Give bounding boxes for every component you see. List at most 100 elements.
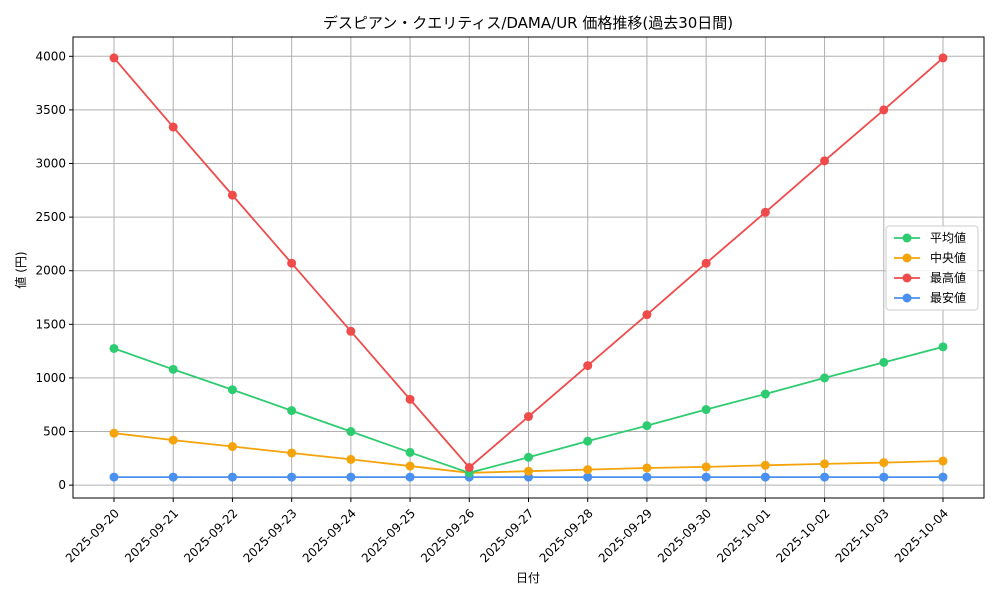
data-point: [701, 462, 711, 472]
data-point: [168, 435, 178, 445]
legend-label: 最安値: [930, 290, 966, 305]
x-tick-label: 2025-09-23: [240, 506, 299, 565]
data-point: [524, 466, 533, 476]
data-point: [583, 361, 593, 371]
x-tick-label: 2025-09-25: [359, 506, 418, 565]
data-point: [701, 405, 711, 415]
data-point: [405, 447, 415, 457]
data-point: [287, 448, 297, 458]
data-point: [879, 458, 889, 468]
y-axis: 0 500 1000 1500 2000 2500 3000 3500 4000: [35, 49, 73, 492]
data-point: [760, 460, 770, 470]
chart-title: デスピアン・クエリティス/DAMA/UR 価格推移(過去30日間): [323, 14, 733, 32]
y-tick-label: 1000: [35, 371, 66, 385]
data-point: [227, 472, 237, 482]
data-point: [464, 462, 474, 472]
data-point: [109, 343, 119, 353]
data-point: [168, 472, 178, 482]
y-tick-label: 0: [58, 478, 66, 492]
data-point: [879, 105, 889, 115]
data-point: [760, 207, 770, 217]
legend-marker: [902, 273, 912, 283]
x-tick-label: 2025-09-30: [655, 506, 714, 565]
data-point: [642, 421, 652, 431]
legend-label: 中央値: [930, 250, 966, 265]
data-point: [642, 463, 652, 473]
data-point: [287, 406, 297, 416]
legend-label: 最高値: [930, 270, 966, 285]
series-layer: [109, 53, 948, 482]
data-point: [227, 442, 237, 452]
data-point: [879, 357, 889, 367]
y-tick-label: 2500: [35, 210, 66, 224]
data-point: [287, 472, 297, 482]
y-tick-label: 500: [43, 425, 66, 439]
data-point: [524, 452, 533, 462]
data-point: [287, 258, 297, 268]
data-point: [820, 459, 830, 469]
data-point: [938, 342, 948, 352]
legend-frame: [885, 225, 979, 311]
legend-marker: [902, 233, 912, 243]
data-point: [583, 465, 593, 475]
data-point: [168, 122, 178, 132]
x-tick-label: 2025-09-21: [122, 506, 181, 565]
legend-marker: [902, 293, 912, 303]
data-point: [701, 258, 711, 268]
data-point: [879, 472, 889, 482]
data-point: [938, 472, 948, 482]
y-axis-title: 値 (円): [13, 251, 28, 288]
y-tick-label: 2000: [35, 264, 66, 278]
data-point: [583, 436, 593, 446]
y-tick-label: 1500: [35, 317, 66, 331]
x-tick-label: 2025-10-04: [892, 506, 951, 565]
data-point: [168, 364, 178, 374]
data-point: [820, 373, 830, 383]
x-axis-title: 日付: [516, 571, 540, 585]
data-point: [109, 428, 119, 438]
data-point: [405, 472, 415, 482]
data-point: [642, 310, 652, 320]
x-tick-label: 2025-10-03: [833, 506, 892, 565]
data-point: [346, 454, 356, 464]
series-3: [109, 472, 948, 482]
series-2: [109, 53, 948, 472]
data-point: [346, 427, 356, 437]
data-point: [583, 472, 593, 482]
data-point: [760, 389, 770, 399]
x-tick-label: 2025-09-27: [477, 506, 536, 565]
data-point: [701, 472, 711, 482]
x-tick-label: 2025-09-29: [596, 506, 655, 565]
data-point: [524, 412, 533, 422]
legend-marker: [902, 253, 912, 263]
data-point: [346, 326, 356, 336]
x-axis: 2025-09-20 2025-09-21 2025-09-22 2025-09-23…: [63, 498, 951, 565]
y-tick-label: 3000: [35, 157, 66, 171]
data-point: [820, 156, 830, 166]
series-0: [109, 342, 948, 478]
x-tick-label: 2025-09-20: [63, 506, 122, 565]
data-point: [227, 385, 237, 395]
data-point: [938, 53, 948, 63]
data-point: [109, 472, 119, 482]
x-tick-label: 2025-09-26: [418, 506, 477, 565]
data-point: [760, 472, 770, 482]
y-tick-label: 4000: [35, 49, 66, 63]
data-point: [405, 394, 415, 404]
data-point: [227, 190, 237, 200]
x-tick-label: 2025-09-24: [300, 506, 359, 565]
x-tick-label: 2025-09-22: [181, 506, 240, 565]
legend-label: 平均値: [930, 230, 966, 245]
x-tick-label: 2025-10-01: [714, 506, 773, 565]
gridlines: [73, 37, 984, 498]
data-point: [109, 53, 119, 63]
data-point: [820, 472, 830, 482]
data-point: [642, 472, 652, 482]
data-point: [938, 456, 948, 466]
data-point: [405, 461, 415, 471]
y-tick-label: 3500: [35, 103, 66, 117]
data-point: [346, 472, 356, 482]
x-tick-label: 2025-10-02: [773, 506, 832, 565]
